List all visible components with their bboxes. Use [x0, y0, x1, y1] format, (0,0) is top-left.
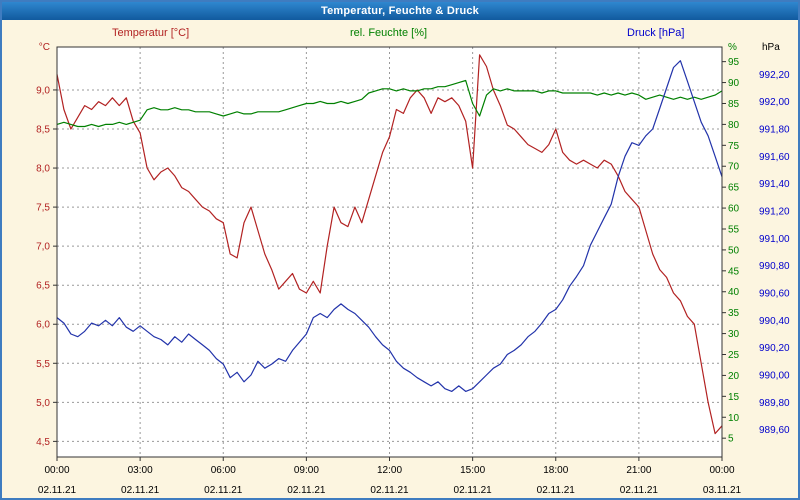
date-tick-label: 02.11.21: [121, 485, 160, 496]
date-tick-label: 02.11.21: [38, 485, 77, 496]
time-tick-label: 12:00: [377, 465, 402, 476]
time-tick-label: 09:00: [294, 465, 319, 476]
date-tick-label: 02.11.21: [370, 485, 409, 496]
temp-tick-label: 5,5: [36, 359, 50, 370]
pressure-tick-label: 991,00: [759, 234, 790, 245]
humidity-tick-label: 20: [728, 371, 740, 382]
humidity-tick-label: 25: [728, 350, 740, 361]
humidity-tick-label: 75: [728, 141, 740, 152]
series-line-temperature: [56, 54, 723, 435]
pressure-tick-label: 991,80: [759, 125, 790, 136]
pressure-tick-label: 991,20: [759, 207, 790, 218]
temp-tick-label: 8,0: [36, 164, 50, 175]
time-tick-label: 06:00: [211, 465, 236, 476]
humidity-tick-label: 5: [728, 434, 734, 445]
pressure-tick-label: 989,80: [759, 398, 790, 409]
pressure-tick-label: 990,20: [759, 343, 790, 354]
time-tick-label: 03:00: [128, 465, 153, 476]
pressure-tick-label: 990,40: [759, 316, 790, 327]
pressure-tick-label: 991,40: [759, 179, 790, 190]
humidity-tick-label: 70: [728, 162, 740, 173]
pressure-tick-label: 992,20: [759, 70, 790, 81]
humidity-tick-label: 90: [728, 78, 740, 89]
humidity-tick-label: 60: [728, 204, 740, 215]
temp-tick-label: 6,0: [36, 320, 50, 331]
temp-tick-label: 7,5: [36, 203, 50, 214]
humidity-tick-label: 10: [728, 413, 740, 424]
temp-axis-unit: °C: [39, 42, 50, 53]
humidity-tick-label: 95: [728, 57, 740, 68]
time-tick-label: 18:00: [543, 465, 568, 476]
temp-tick-label: 8,5: [36, 125, 50, 136]
window-title: Temperatur, Feuchte & Druck: [2, 2, 798, 20]
time-tick-label: 00:00: [44, 465, 69, 476]
date-tick-label: 02.11.21: [620, 485, 659, 496]
time-tick-label: 15:00: [460, 465, 485, 476]
legend-humidity: rel. Feuchte [%]: [350, 27, 428, 39]
pressure-tick-label: 989,60: [759, 425, 790, 436]
date-tick-label: 02.11.21: [454, 485, 493, 496]
date-tick-label: 02.11.21: [537, 485, 576, 496]
legend-pressure: Druck [hPa]: [627, 27, 685, 39]
pressure-tick-label: 992,00: [759, 97, 790, 108]
humidity-tick-label: 80: [728, 120, 740, 131]
humidity-tick-label: 65: [728, 183, 740, 194]
date-tick-label: 02.11.21: [287, 485, 326, 496]
pressure-tick-label: 990,00: [759, 371, 790, 382]
humidity-tick-label: 50: [728, 245, 740, 256]
date-tick-label: 03.11.21: [703, 485, 742, 496]
series-line-pressure: [56, 60, 723, 392]
humidity-tick-label: 15: [728, 392, 740, 403]
humidity-tick-label: 45: [728, 266, 740, 277]
humidity-tick-label: 40: [728, 287, 740, 298]
temp-tick-label: 6,5: [36, 281, 50, 292]
time-tick-label: 21:00: [626, 465, 651, 476]
humidity-tick-label: 30: [728, 329, 740, 340]
pressure-axis-unit: hPa: [762, 42, 780, 53]
pressure-tick-label: 991,60: [759, 152, 790, 163]
temp-tick-label: 5,0: [36, 398, 50, 409]
temp-tick-label: 4,5: [36, 437, 50, 448]
date-tick-label: 02.11.21: [204, 485, 243, 496]
pressure-tick-label: 990,60: [759, 289, 790, 300]
humidity-axis-unit: %: [728, 42, 737, 53]
humidity-tick-label: 85: [728, 99, 740, 110]
temp-tick-label: 9,0: [36, 85, 50, 96]
temp-tick-label: 7,0: [36, 242, 50, 253]
time-tick-label: 00:00: [709, 465, 734, 476]
series-line-humidity: [56, 79, 723, 128]
humidity-tick-label: 35: [728, 308, 740, 319]
legend-temperature: Temperatur [°C]: [112, 27, 190, 39]
humidity-tick-label: 55: [728, 224, 740, 235]
pressure-tick-label: 990,80: [759, 261, 790, 272]
